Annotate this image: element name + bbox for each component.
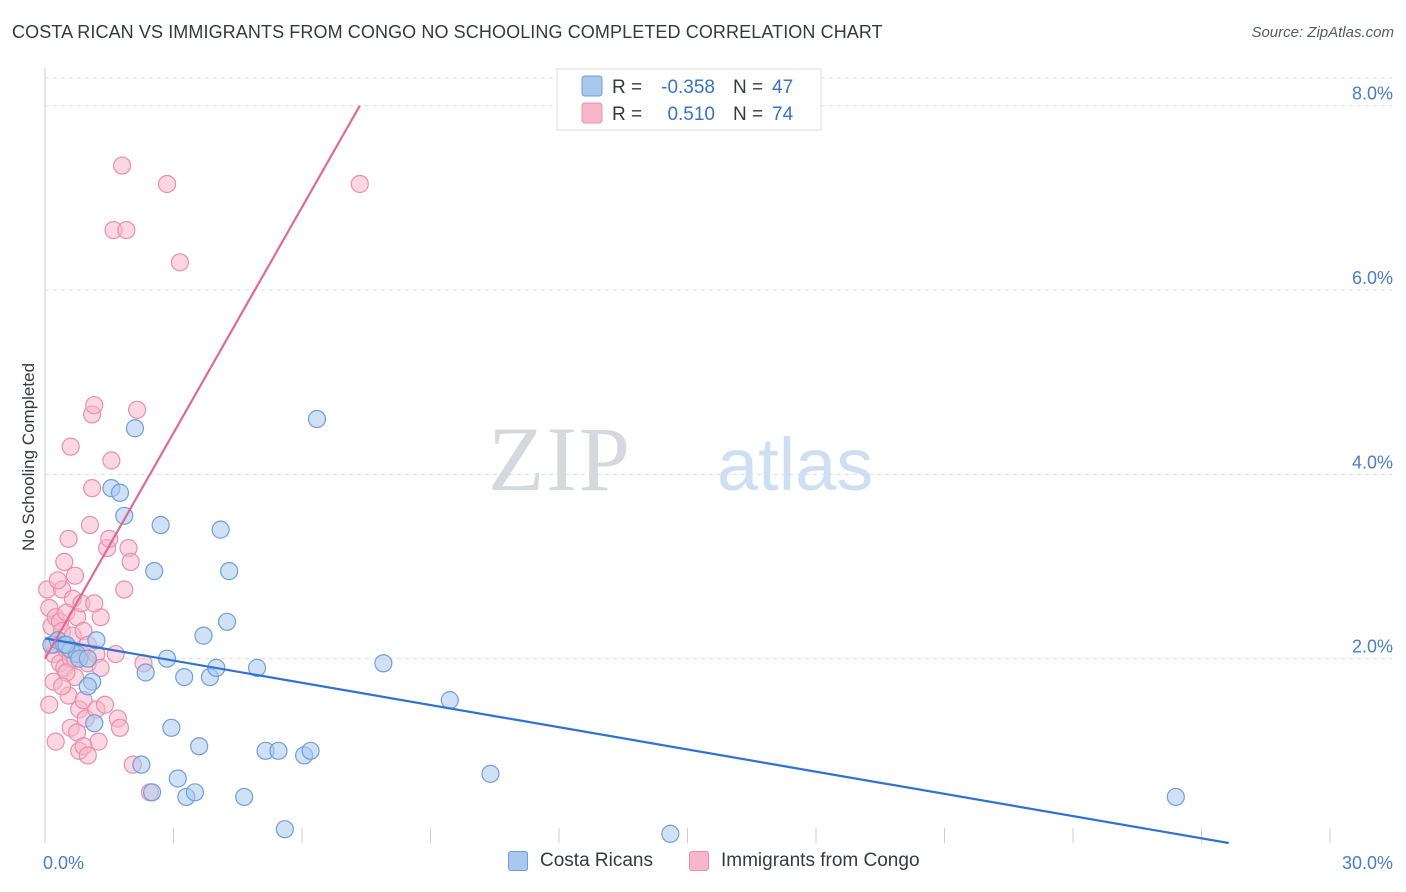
costa-rican-point [481, 764, 500, 783]
correlation-legend: R = -0.358 N = 47 R = 0.510 N = 74 [556, 68, 822, 131]
costa-rican-point [1166, 787, 1185, 807]
legend-label-costa-ricans: Costa Ricans [540, 850, 653, 871]
costa-rican-point [175, 667, 194, 687]
y-tick-label: 8.0% [1352, 84, 1393, 104]
trend-lines [44, 105, 1229, 845]
congo-point [89, 732, 108, 751]
source-credit: Source: ZipAtlas.com [1251, 24, 1394, 41]
watermark-atlas: atlas [717, 423, 873, 506]
trend-line-costa-ricans [44, 637, 1229, 845]
legend-swatch-congo [689, 851, 709, 871]
trend-line-congo [44, 105, 361, 660]
congo-point [85, 594, 104, 613]
congo-point [61, 437, 80, 456]
congo-point [157, 174, 177, 194]
congo-point [80, 515, 100, 535]
costa-rican-point [110, 483, 130, 502]
costa-rican-point [194, 626, 213, 645]
costa-rican-point [145, 562, 164, 581]
costa-rican-point [85, 714, 104, 733]
congo-point [350, 174, 369, 194]
costa-rican-point [440, 691, 459, 710]
congo-point [110, 718, 130, 737]
costa-rican-point [132, 755, 151, 774]
legend-item-congo[interactable]: Immigrants from Congo [689, 850, 920, 872]
congo-point [48, 571, 67, 590]
y-tick-label: 4.0% [1352, 452, 1393, 472]
legend-swatch-pink [581, 102, 603, 124]
legend-n-value: 74 [772, 104, 794, 125]
series-legend: Costa Ricans Immigrants from Congo [0, 850, 1406, 880]
costa-rican-point [185, 783, 205, 802]
tick-labels: 2.0% 4.0% 6.0% 8.0% 0.0% 30.0% [43, 84, 1393, 873]
costa-rican-point [142, 783, 162, 802]
costa-rican-point [211, 520, 230, 539]
congo-point [65, 566, 85, 585]
costa-rican-point [78, 649, 97, 668]
costa-rican-point [57, 635, 76, 654]
costa-rican-point [269, 741, 288, 760]
costa-rican-point [190, 737, 209, 756]
congo-point [127, 400, 147, 419]
costa-rican-point [661, 824, 680, 843]
y-axis-label: No Schooling Completed [19, 363, 38, 551]
costa-rican-point [125, 419, 145, 438]
costa-rican-point [87, 631, 106, 650]
congo-point [55, 552, 74, 571]
watermark: ZIP atlas [488, 408, 873, 510]
axes [44, 68, 1331, 843]
chart-title: COSTA RICAN VS IMMIGRANTS FROM CONGO NO … [12, 22, 883, 42]
watermark-zip: ZIP [488, 408, 632, 510]
y-tick-label: 6.0% [1352, 268, 1393, 288]
congo-point [85, 396, 104, 415]
x-tick-label: 0.0% [43, 853, 84, 873]
congo-point [40, 695, 59, 714]
congo-point [91, 658, 110, 677]
costa-rican-point [217, 612, 237, 631]
legend-swatch-blue [581, 75, 603, 97]
congo-point [83, 479, 102, 498]
legend-item-costa-ricans[interactable]: Costa Ricans [508, 850, 653, 872]
costa-rican-point [301, 741, 320, 760]
congo-point [78, 746, 97, 765]
congo-point [112, 156, 132, 175]
series-congo-points [38, 156, 369, 802]
congo-point [59, 529, 78, 548]
legend-n-label: N = [733, 77, 763, 98]
legend-r-value: -0.358 [661, 77, 715, 98]
congo-point [170, 253, 190, 272]
congo-point [95, 695, 115, 714]
congo-point [106, 644, 125, 664]
legend-r-label: R = [612, 77, 642, 98]
costa-rican-point [78, 677, 97, 696]
gridlines [45, 77, 1392, 660]
costa-rican-point [247, 658, 267, 677]
congo-point [121, 552, 140, 571]
y-tick-label: 2.0% [1352, 637, 1393, 657]
congo-point [115, 580, 134, 599]
legend-label-congo: Immigrants from Congo [721, 850, 920, 871]
legend-r-value: 0.510 [667, 104, 715, 125]
costa-rican-point [235, 787, 254, 807]
x-tick-label: 30.0% [1342, 853, 1393, 873]
legend-swatch-costa-ricans [508, 851, 528, 871]
costa-rican-point [220, 562, 239, 581]
congo-point [46, 732, 65, 751]
costa-rican-point [151, 515, 170, 535]
legend-r-label: R = [612, 104, 642, 125]
congo-point [53, 677, 72, 696]
costa-rican-point [307, 409, 327, 429]
costa-rican-point [136, 663, 155, 682]
costa-rican-point [275, 820, 294, 839]
costa-rican-point [374, 654, 393, 673]
costa-rican-point [168, 769, 187, 788]
legend-n-label: N = [733, 104, 763, 125]
costa-rican-point [162, 718, 181, 737]
congo-point [102, 451, 121, 470]
congo-point [117, 220, 136, 240]
legend-n-value: 47 [772, 77, 793, 98]
